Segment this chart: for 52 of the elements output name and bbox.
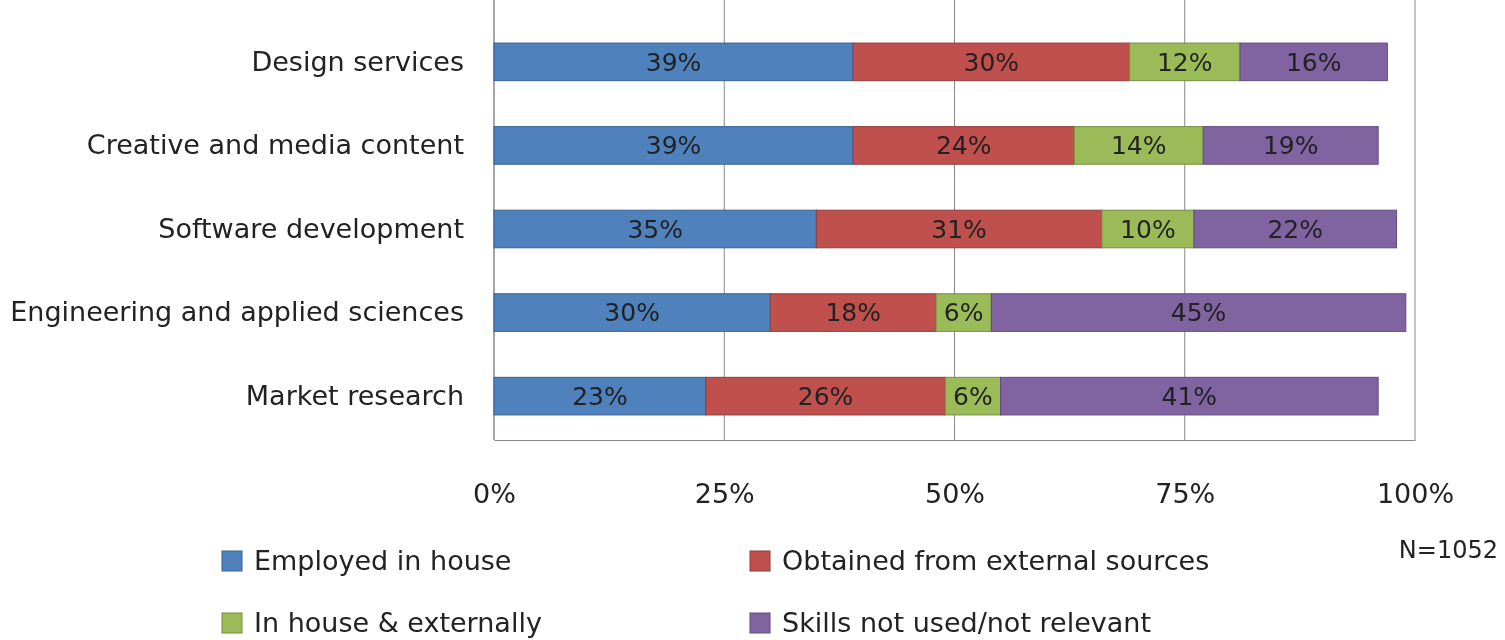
bar (990, 293, 1407, 332)
y-tick-label: Design services (251, 45, 464, 77)
text: 14% (1110, 131, 1167, 161)
x-tick-label: 75% (1155, 478, 1216, 510)
bar (1193, 209, 1398, 249)
text: 26% (797, 381, 854, 411)
text: 12% (1156, 47, 1213, 77)
text: 45% (1170, 298, 1227, 328)
y-tick-label: Software development (158, 212, 464, 244)
text: 22% (1267, 214, 1324, 244)
legend-label: Skills not used/not relevant (782, 607, 1152, 639)
bar (493, 42, 854, 82)
text: 10% (1120, 214, 1176, 244)
y-tick-label: Engineering and applied sciences (10, 296, 464, 328)
text: 41% (1161, 381, 1218, 411)
y-tick-label: Creative and media content (86, 129, 464, 161)
bar (493, 209, 817, 249)
x-tick-label: 50% (924, 478, 986, 510)
text: 39% (645, 131, 702, 161)
text: 19% (1262, 131, 1319, 161)
bar (815, 209, 1103, 249)
x-tick-label: 100% (1376, 478, 1455, 510)
bar (493, 293, 771, 332)
text: 23% (572, 381, 628, 411)
bar (493, 376, 707, 416)
bar (1239, 42, 1388, 82)
text: 6% (953, 381, 993, 411)
x-tick-label: 0% (473, 478, 516, 510)
text: 30% (604, 298, 660, 328)
y-tick-label: Market research (245, 379, 464, 411)
legend-label: Obtained from external sources (782, 545, 1210, 577)
x-tick-label: 25% (694, 478, 755, 510)
bar (852, 42, 1130, 82)
bar (852, 126, 1075, 165)
text: 30% (963, 47, 1020, 77)
bar (705, 376, 946, 416)
text: 35% (627, 214, 683, 244)
bar (1202, 126, 1379, 165)
text: N=1052 (1398, 536, 1498, 564)
legend-label: Employed in house (254, 545, 512, 577)
bar (1073, 126, 1204, 165)
legend-label: In house & externally (254, 607, 542, 639)
text: 16% (1285, 47, 1342, 77)
text: 18% (825, 298, 881, 328)
bar (493, 126, 854, 165)
text: 24% (935, 131, 992, 161)
text: 31% (931, 214, 987, 244)
bar (769, 293, 937, 332)
text: 6% (943, 298, 984, 328)
text: 39% (645, 47, 702, 77)
bar (1000, 376, 1379, 416)
bar (1128, 42, 1241, 82)
